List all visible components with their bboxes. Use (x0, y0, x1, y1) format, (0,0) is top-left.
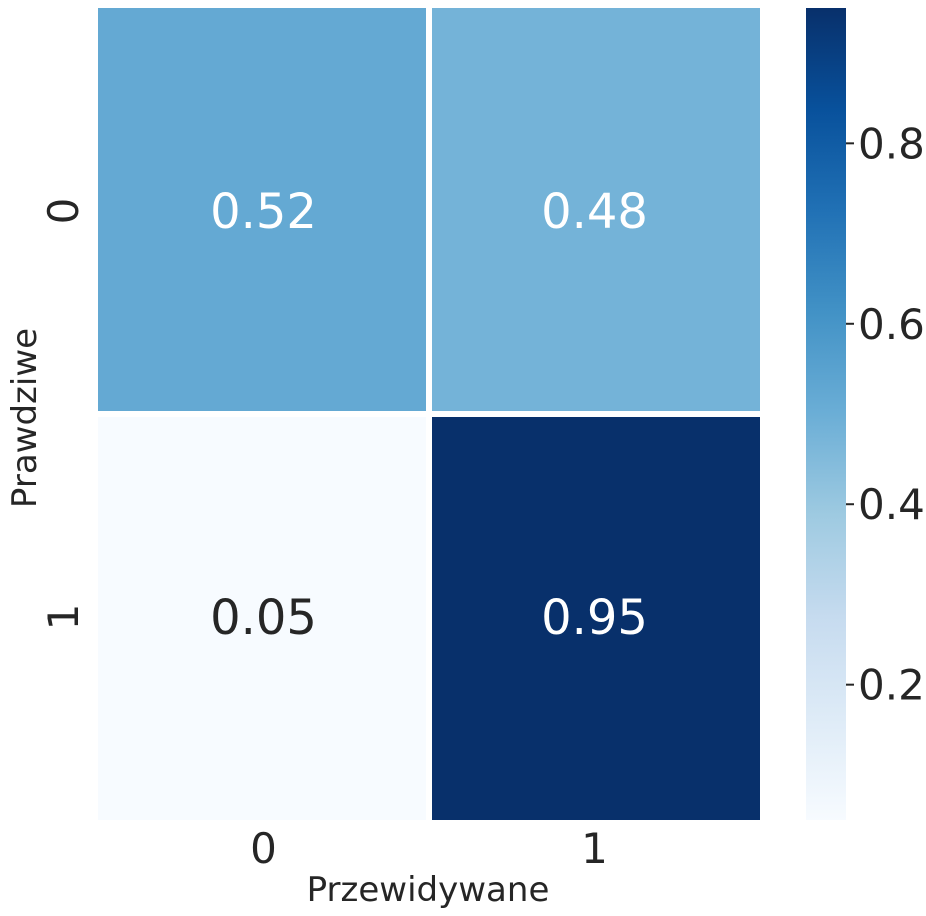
x-tick-label: 1 (581, 824, 608, 873)
heatmap-cell (432, 8, 760, 411)
y-axis-label: Prawdziwe (5, 328, 45, 508)
heatmap-value-labels: 0.52 0.48 0.05 0.95 (210, 184, 648, 646)
colorbar-tick-label: 0.8 (858, 119, 925, 168)
colorbar-tick-label: 0.6 (858, 300, 925, 349)
heatmap-value-label: 0.52 (210, 184, 317, 240)
heatmap-value-label: 0.48 (541, 184, 648, 240)
heatmap-cell (98, 417, 426, 820)
y-tick-label: 1 (39, 604, 88, 631)
y-tick-label: 0 (39, 198, 88, 225)
colorbar-gradient (806, 8, 846, 820)
heatmap-value-label: 0.95 (541, 590, 648, 646)
colorbar-ticks: 0.2 0.4 0.6 0.8 (846, 119, 925, 710)
heatmap-cell (98, 8, 426, 411)
x-axis-label: Przewidywane (307, 870, 550, 910)
colorbar-tick-label: 0.2 (858, 661, 925, 710)
heatmap-cell (432, 417, 760, 820)
colorbar-tick-label: 0.4 (858, 480, 925, 529)
colorbar: 0.2 0.4 0.6 0.8 (806, 8, 925, 820)
y-tick-labels: 01 (39, 198, 88, 631)
heatmap-value-label: 0.05 (210, 590, 317, 646)
x-tick-label: 0 (250, 824, 277, 873)
heatmap-cells (98, 8, 760, 820)
